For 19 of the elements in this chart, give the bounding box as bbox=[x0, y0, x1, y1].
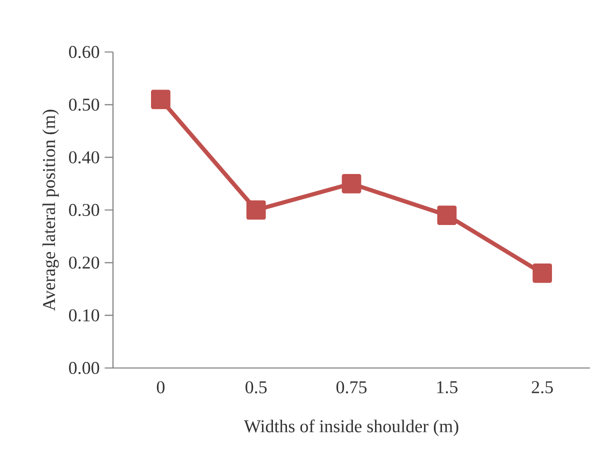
point bbox=[342, 174, 362, 194]
x-axis-title: Widths of inside shoulder (m) bbox=[244, 420, 458, 436]
y-tick-label: 0.10 bbox=[69, 309, 100, 322]
point bbox=[246, 200, 266, 220]
x-tick-label: 1.5 bbox=[437, 381, 458, 394]
x-tick-label: 0 bbox=[156, 381, 165, 394]
y-tick-label: 0.20 bbox=[69, 256, 100, 269]
x-tick-label: 0.75 bbox=[336, 381, 367, 394]
y-axis-title: Average lateral position (m) bbox=[42, 110, 59, 311]
y-tick-label: 0.00 bbox=[69, 362, 100, 374]
x-tick-label: 0.5 bbox=[246, 381, 267, 394]
x-tick-label: 2.5 bbox=[532, 381, 553, 394]
y-tick-label: 0.50 bbox=[69, 98, 100, 111]
point bbox=[437, 206, 457, 225]
y-tick-label: 0.60 bbox=[69, 46, 100, 58]
point bbox=[151, 90, 170, 110]
point bbox=[532, 264, 552, 283]
y-tick-label: 0.40 bbox=[69, 151, 100, 164]
y-tick-label: 0.30 bbox=[69, 204, 100, 216]
